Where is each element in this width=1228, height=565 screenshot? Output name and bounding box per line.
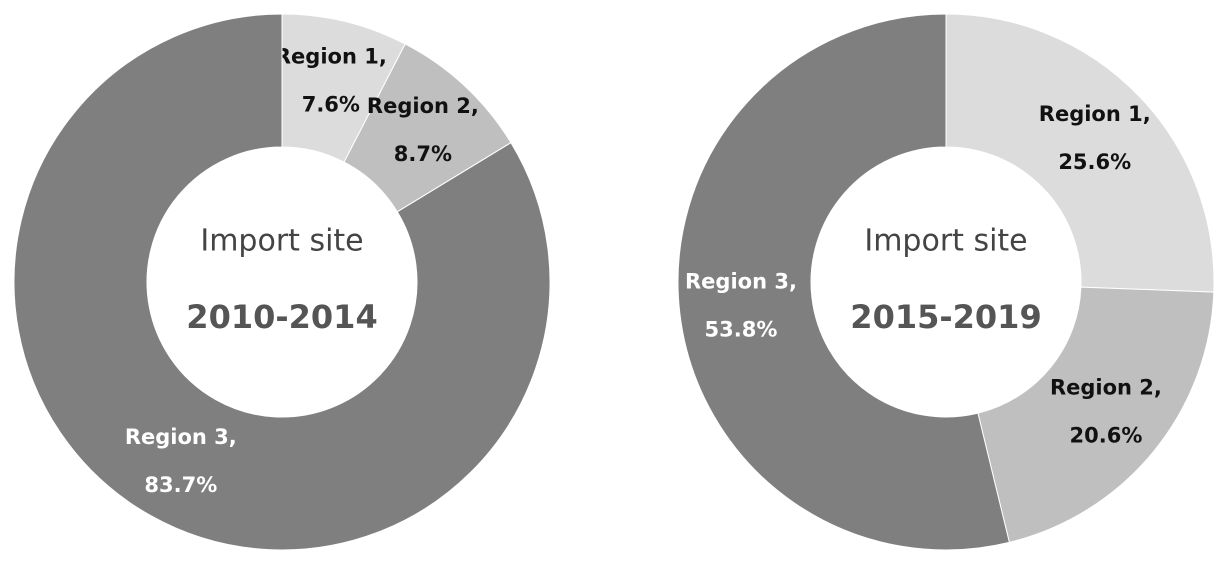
segment-value-label: 7.6% bbox=[302, 92, 360, 116]
segment-label: Region 2, bbox=[367, 94, 479, 118]
segment-label: Region 1, bbox=[275, 44, 387, 68]
segment-label: Region 3, bbox=[685, 270, 797, 294]
donut-segment bbox=[677, 13, 1010, 551]
segment-value-label: 8.7% bbox=[394, 142, 452, 166]
donut-chart: Region 1, 25.6% Region 2, 20.6% Region 3, 53.… bbox=[677, 13, 1215, 551]
segment-label: Region 3, bbox=[125, 425, 237, 449]
segment-label: Region 2, bbox=[1050, 376, 1162, 400]
donut-chart: Region 1, 7.6% Region 2, 8.7% Region 3, 83.7%… bbox=[13, 13, 551, 551]
segment-value-label: 20.6% bbox=[1070, 424, 1143, 448]
segment-value-label: 53.8% bbox=[705, 318, 778, 342]
center-title: Import site bbox=[864, 224, 1027, 259]
donut-segment bbox=[13, 13, 551, 551]
donut-segment bbox=[945, 13, 1215, 293]
segment-value-label: 25.6% bbox=[1058, 150, 1131, 174]
center-title: Import site bbox=[200, 224, 363, 259]
segment-label: Region 1, bbox=[1039, 102, 1151, 126]
segment-value-label: 83.7% bbox=[144, 473, 217, 497]
donut-segment bbox=[977, 286, 1215, 544]
center-subtitle: 2015-2019 bbox=[850, 298, 1041, 336]
center-subtitle: 2010-2014 bbox=[186, 298, 377, 336]
